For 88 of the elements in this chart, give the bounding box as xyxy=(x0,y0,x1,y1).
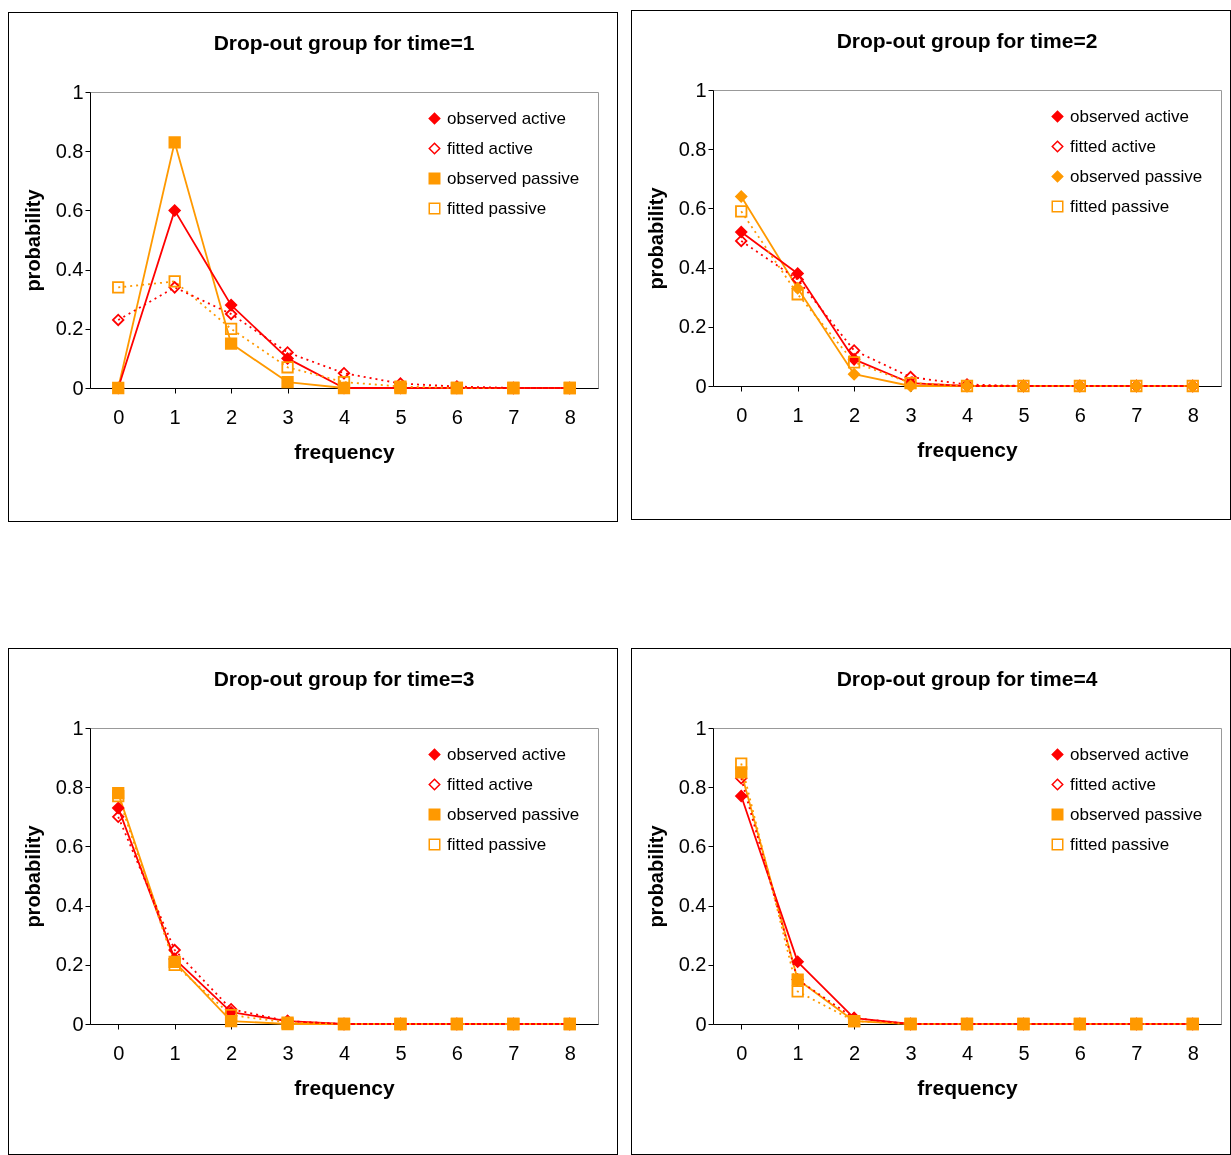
x-tick-label: 5 xyxy=(1018,403,1030,426)
x-tick-label: 2 xyxy=(849,1041,861,1064)
x-tick-label: 3 xyxy=(905,403,917,426)
y-tick-label: 0.8 xyxy=(678,775,707,798)
legend-label: fitted active xyxy=(447,774,533,794)
x-tick-label: 5 xyxy=(395,1041,407,1064)
y-tick-label: 1 xyxy=(695,716,707,739)
y-tick-label: 0.2 xyxy=(55,953,84,976)
chart-title: Drop-out group for time=4 xyxy=(836,667,1098,690)
x-tick-label: 8 xyxy=(564,1041,576,1064)
x-tick-label: 4 xyxy=(338,1041,351,1064)
x-tick-label: 7 xyxy=(1131,1041,1143,1064)
y-tick-label: 0.4 xyxy=(678,894,707,917)
legend-label: fitted active xyxy=(1070,774,1156,794)
y-tick-label: 0.6 xyxy=(55,834,84,857)
y-tick-label: 0.2 xyxy=(678,315,707,338)
legend-label: observed active xyxy=(447,108,567,128)
y-axis-title: probability xyxy=(644,824,667,928)
x-tick-label: 1 xyxy=(169,1041,181,1064)
y-tick-label: 0.8 xyxy=(55,139,84,162)
x-tick-label: 2 xyxy=(226,1041,238,1064)
x-tick-label: 7 xyxy=(1131,403,1143,426)
y-axis-title: probability xyxy=(21,824,44,928)
legend-label: fitted passive xyxy=(1070,834,1170,854)
y-tick-label: 0.2 xyxy=(55,317,84,340)
y-axis-title: probability xyxy=(21,188,44,292)
x-tick-label: 3 xyxy=(905,1041,917,1064)
x-axis-title: frequency xyxy=(294,1075,395,1099)
x-tick-label: 3 xyxy=(282,405,294,428)
x-tick-label: 8 xyxy=(1187,403,1199,426)
x-tick-label: 5 xyxy=(395,405,407,428)
y-tick-label: 0 xyxy=(695,374,707,397)
y-tick-label: 1 xyxy=(72,80,84,103)
legend-label: observed passive xyxy=(447,804,580,824)
x-tick-label: 6 xyxy=(1074,1041,1086,1064)
y-tick-label: 0 xyxy=(72,376,84,399)
legend-label: fitted passive xyxy=(447,198,547,218)
x-tick-label: 8 xyxy=(1187,1041,1199,1064)
x-tick-label: 5 xyxy=(1018,1041,1030,1064)
chart-title: Drop-out group for time=2 xyxy=(836,29,1098,52)
legend-label: fitted active xyxy=(1070,136,1156,156)
y-tick-label: 1 xyxy=(72,716,84,739)
x-tick-label: 7 xyxy=(508,1041,520,1064)
y-axis-title: probability xyxy=(644,186,667,290)
y-tick-label: 0.6 xyxy=(678,834,707,857)
x-tick-label: 2 xyxy=(849,403,861,426)
x-tick-label: 4 xyxy=(961,403,974,426)
y-tick-label: 0.8 xyxy=(55,775,84,798)
x-tick-label: 2 xyxy=(226,405,238,428)
x-tick-label: 1 xyxy=(792,1041,804,1064)
x-tick-label: 0 xyxy=(736,1041,748,1064)
x-tick-label: 0 xyxy=(736,403,748,426)
y-tick-label: 0 xyxy=(72,1012,84,1035)
x-tick-label: 1 xyxy=(792,403,804,426)
legend-label: fitted active xyxy=(447,138,533,158)
y-tick-label: 0.4 xyxy=(678,256,707,279)
legend-label: observed active xyxy=(1070,744,1190,764)
y-tick-label: 0 xyxy=(695,1012,707,1035)
legend-label: observed active xyxy=(1070,106,1190,126)
x-axis-title: frequency xyxy=(917,1075,1018,1099)
x-tick-label: 8 xyxy=(564,405,576,428)
x-tick-label: 6 xyxy=(451,1041,463,1064)
y-tick-label: 0.4 xyxy=(55,258,84,281)
chart-title: Drop-out group for time=1 xyxy=(213,31,475,54)
y-tick-label: 0.2 xyxy=(678,953,707,976)
y-tick-label: 0.8 xyxy=(678,137,707,160)
x-tick-label: 6 xyxy=(451,405,463,428)
legend-label: fitted passive xyxy=(447,834,547,854)
x-tick-label: 7 xyxy=(508,405,520,428)
legend-label: observed passive xyxy=(1070,166,1203,186)
x-tick-label: 6 xyxy=(1074,403,1086,426)
x-tick-label: 0 xyxy=(113,1041,125,1064)
chart-title: Drop-out group for time=3 xyxy=(213,667,475,690)
x-tick-label: 4 xyxy=(961,1041,974,1064)
legend-label: observed passive xyxy=(447,168,580,188)
x-tick-label: 0 xyxy=(113,405,125,428)
legend-label: observed passive xyxy=(1070,804,1203,824)
x-tick-label: 3 xyxy=(282,1041,294,1064)
x-axis-title: frequency xyxy=(294,439,395,463)
y-tick-label: 0.6 xyxy=(678,196,707,219)
y-tick-label: 0.6 xyxy=(55,198,84,221)
legend-label: fitted passive xyxy=(1070,196,1170,216)
x-tick-label: 1 xyxy=(169,405,181,428)
x-axis-title: frequency xyxy=(917,437,1018,461)
y-tick-label: 1 xyxy=(695,78,707,101)
legend-label: observed active xyxy=(447,744,567,764)
x-tick-label: 4 xyxy=(338,405,351,428)
y-tick-label: 0.4 xyxy=(55,894,84,917)
